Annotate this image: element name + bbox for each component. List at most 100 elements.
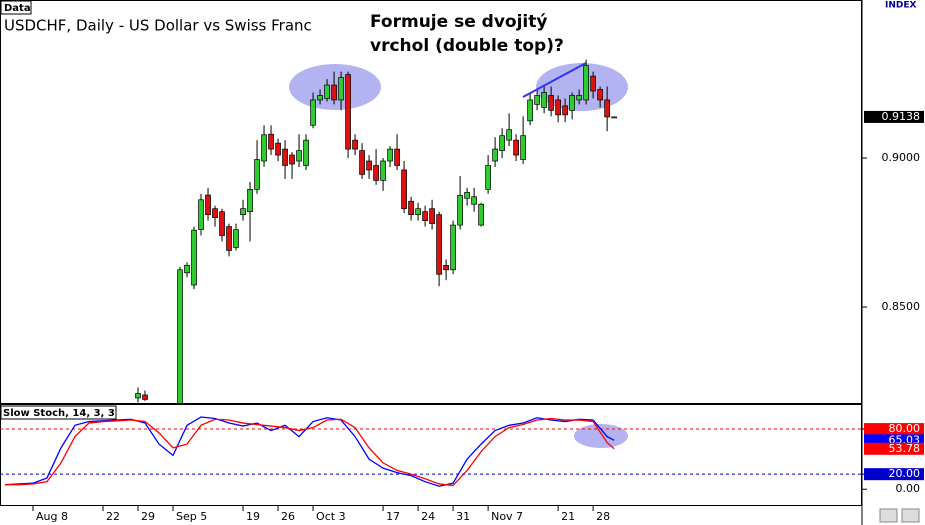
candle-body (597, 89, 603, 101)
candle-body (429, 208, 435, 224)
stoch-line (4, 417, 615, 487)
highlight-ellipse (536, 63, 628, 111)
candle-body (548, 95, 554, 111)
candle-body (247, 188, 253, 213)
x-tick-label: 19 (246, 510, 260, 523)
x-tick-label: Aug 8 (36, 510, 68, 523)
candle-body (338, 77, 344, 101)
last-price-box (864, 110, 924, 123)
candle-body (135, 393, 141, 399)
last-price-label: 0.9138 (882, 110, 921, 123)
level-label-box (864, 468, 924, 481)
candle-body (457, 194, 463, 226)
candle-body (233, 229, 239, 248)
candle-body (541, 92, 547, 108)
x-tick-label: 22 (106, 510, 120, 523)
candle-body (520, 135, 526, 160)
candle-body (324, 84, 330, 99)
annotation: Formuje se dvojitý vrchol (double top)? (370, 12, 564, 56)
candle-body (527, 99, 533, 122)
x-tick-label: 28 (596, 510, 610, 523)
candle-body (583, 65, 589, 101)
candle-body (576, 95, 582, 101)
last-value-label: 53.78 (889, 442, 921, 455)
candle-body (254, 159, 260, 190)
candle-body (534, 95, 540, 105)
candle-body (499, 135, 505, 151)
candle-body (310, 99, 316, 126)
candle-body (191, 229, 197, 286)
stoch-label-box (0, 405, 117, 420)
candle-body (492, 148, 498, 162)
candle-body (408, 200, 414, 216)
x-tick-label: Sep 5 (176, 510, 207, 523)
candle-body (177, 269, 183, 403)
x-tick-label: 31 (456, 510, 470, 523)
candle-body (590, 75, 596, 92)
x-tick-label: 29 (141, 510, 155, 523)
y-tick-label: 20.00 (889, 467, 921, 480)
candle-body (261, 134, 267, 162)
candle-body (422, 211, 428, 221)
candle-body (352, 139, 358, 150)
y-tick-label: 0.8500 (882, 300, 921, 313)
stoch-label: Slow Stoch, 14, 3, 3 (3, 408, 115, 419)
candle-body (240, 208, 246, 216)
button[interactable] (879, 508, 898, 523)
candle-body (436, 214, 442, 275)
highlight-ellipse (574, 424, 628, 448)
candle-body (562, 105, 568, 116)
trend-line (522, 62, 587, 98)
candle-body (471, 196, 477, 205)
candle-body (464, 191, 470, 199)
candle-body (415, 208, 421, 216)
candle-body (555, 99, 561, 116)
candle-body (359, 150, 365, 175)
x-tick-label: Nov 7 (491, 510, 523, 523)
y-tick-label: 0.9000 (882, 151, 921, 164)
candle-body (184, 264, 190, 274)
candle-body (485, 165, 491, 190)
stoch-line (4, 416, 615, 487)
candle-body (282, 148, 288, 166)
candle-body (142, 394, 148, 400)
candle-body (506, 129, 512, 141)
main-panel (0, 0, 862, 404)
candle-body (226, 226, 232, 251)
candle-body (219, 211, 225, 236)
plot-area (0, 416, 862, 487)
candle-body (443, 264, 449, 271)
candle-body (268, 133, 274, 150)
x-tick-label: Oct 3 (316, 510, 346, 523)
candle-body (366, 160, 372, 171)
candle-body (198, 199, 204, 230)
candle-body (331, 84, 337, 101)
index-label: INDEX (885, 1, 916, 11)
y-tick-label: 0.00 (896, 482, 921, 495)
last-value-box (864, 442, 924, 455)
candle-body (611, 116, 617, 119)
candle-body (303, 139, 309, 166)
candle-body (296, 150, 302, 162)
candle-body (401, 169, 407, 210)
candle-body (373, 165, 379, 181)
candle-body (604, 99, 610, 118)
chart-title: USDCHF, Daily - US Dollar vs Swiss Franc (4, 17, 312, 35)
candle-body (394, 148, 400, 166)
button[interactable] (901, 508, 920, 523)
candle-body (513, 139, 519, 156)
panel-label-box (0, 0, 32, 15)
candle-body (569, 95, 575, 111)
candle-body (345, 74, 351, 150)
candle-body (380, 160, 386, 181)
y-tick-label: 80.00 (889, 422, 921, 435)
candle-body (317, 95, 323, 101)
index-box (863, 0, 925, 10)
level-label-box (864, 423, 924, 436)
x-tick-label: 24 (421, 510, 435, 523)
x-tick-label: 21 (561, 510, 575, 523)
candle-body (289, 154, 295, 165)
x-tick-label: 26 (281, 510, 295, 523)
candle-body (387, 148, 393, 162)
